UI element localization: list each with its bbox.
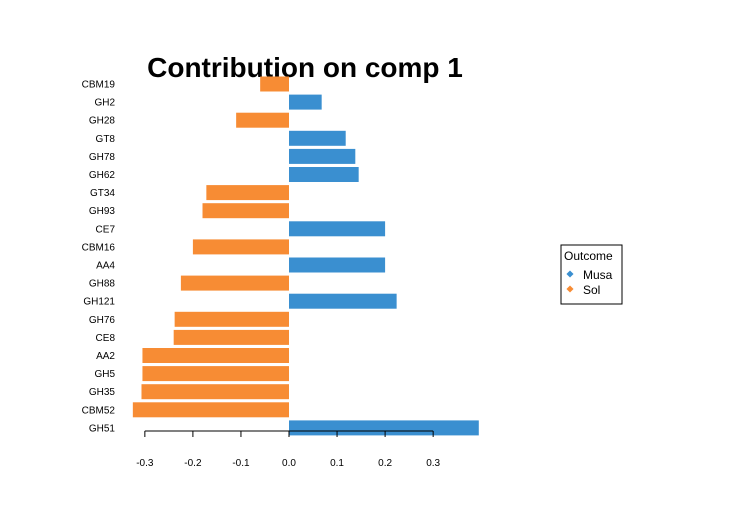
category-label: AA4 [96,261,115,272]
bar-gt8 [289,130,346,146]
x-tick-label: 0.0 [282,458,296,469]
bar-aa2 [142,348,289,363]
category-label: GH76 [89,315,116,326]
bar-gh76 [174,311,289,327]
category-label: GH28 [89,116,116,127]
legend-label-musa: Musa [583,268,613,282]
bars-layer [132,76,479,436]
bar-gh51 [289,420,479,436]
category-label: CE8 [96,333,116,344]
bar-gh35 [141,384,289,400]
category-label: GH121 [83,297,115,308]
bar-aa4 [289,257,386,273]
bar-gh2 [289,94,322,110]
category-label: CE7 [96,224,116,235]
category-label: GH88 [89,279,116,290]
x-tick-label: 0.2 [378,458,392,469]
category-label: GH2 [94,98,115,109]
x-tick-label: -0.1 [232,458,250,469]
category-label: CBM52 [82,405,116,416]
bar-gh28 [236,112,289,128]
legend-label-sol: Sol [583,283,600,297]
bar-gt34 [206,185,289,201]
bar-gh121 [289,293,397,309]
category-label: GT8 [96,134,116,145]
bar-gh78 [289,148,356,164]
legend-marker-sol [566,285,574,293]
category-label: GH35 [89,387,116,398]
bar-cbm52 [132,402,289,418]
category-label: CBM19 [82,80,116,91]
x-tick-label: -0.2 [184,458,202,469]
x-axis: -0.3 -0.2 -0.1 0.0 0.1 0.2 0.3 [136,430,441,469]
category-label: CBM16 [82,242,116,253]
category-label: GH78 [89,152,116,163]
chart-title: Contribution on comp 1 [147,52,463,83]
category-label: GH51 [89,423,116,434]
x-tick-label: 0.1 [330,458,344,469]
legend-marker-musa [566,270,574,278]
bar-cbm16 [192,239,289,255]
bar-ce8 [173,329,289,345]
category-label: GH62 [89,170,116,181]
x-tick-label: -0.3 [136,458,154,469]
x-tick-label: 0.3 [426,458,440,469]
category-label: GH93 [89,206,116,217]
category-label: AA2 [96,351,115,362]
bar-gh5 [142,366,289,382]
bar-gh88 [180,275,289,291]
bar-gh93 [202,203,289,219]
bar-gh62 [289,167,359,182]
legend-title: Outcome [564,249,613,263]
category-label: GT34 [90,188,115,199]
category-label: GH5 [94,369,115,380]
bar-ce7 [289,221,386,237]
category-labels: CBM19 GH2 GH28 GT8 GH78 GH62 GT34 GH93 CE7 CBM16 A… [82,80,116,435]
bar-cbm19 [260,76,289,92]
